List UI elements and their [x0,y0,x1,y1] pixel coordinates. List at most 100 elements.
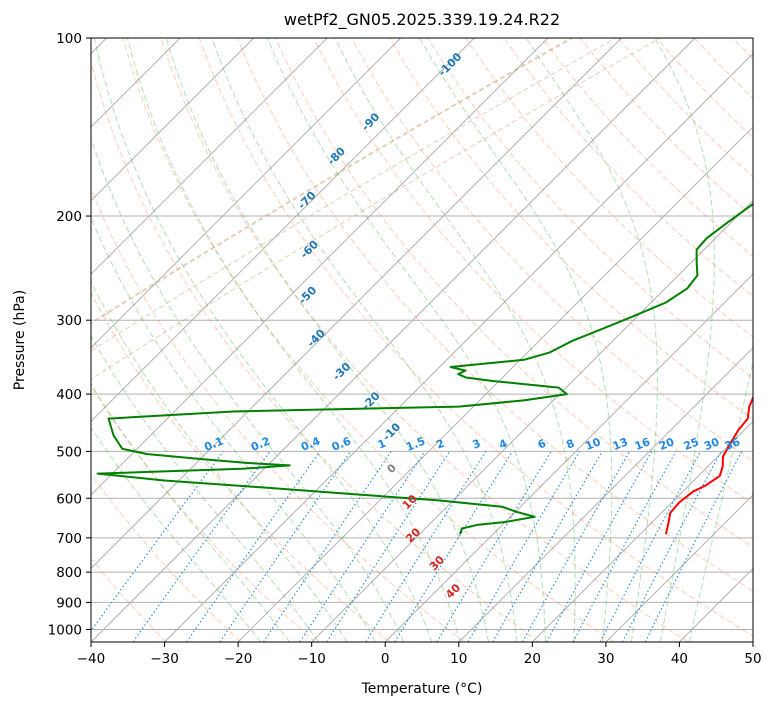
x-tick-label: 50 [744,651,761,667]
mixing-ratio-line [186,451,321,642]
mixing-ratio-line [326,451,451,642]
isotherm-gridline [237,126,753,642]
dry-adiabat [389,38,753,420]
background-curve [91,38,573,325]
mixing-ratio-line [546,451,653,642]
dry-adiabat [91,557,167,642]
moist-adiabat [211,38,518,642]
dewpoint-profile-line [96,202,753,535]
y-tick-label: 600 [56,491,82,507]
isotherm-gridline [458,347,753,642]
x-tick-label: −20 [224,651,253,667]
background-lines [91,38,753,642]
isotherm-gridline [91,38,622,570]
x-tick-label: 40 [671,651,688,667]
series-layer [96,202,753,535]
moist-adiabat [419,38,613,642]
x-tick-label: −10 [297,651,326,667]
chart-title: wetPf2_GN05.2025.339.19.24.R22 [284,10,560,30]
dry-adiabat [91,473,242,642]
dry-adiabat [351,38,753,462]
mixing-ratio-line [644,451,743,642]
isotherm-gridline [91,38,475,423]
moist-adiabat [654,38,715,642]
isotherm-gridline [384,273,753,642]
y-tick-label: 1000 [48,622,82,638]
axis-layer: −40 −30 −20 −10 0 10 20 30 40 50 100 200 300 400 500 60… [48,31,762,667]
x-tick-label: 10 [450,651,467,667]
mixing-ratio-label: 10 [584,435,603,453]
isotherm-gridline [91,38,696,642]
y-tick-label: 300 [56,313,82,329]
dry-adiabat [91,187,465,642]
y-tick-label: 900 [56,595,82,611]
x-axis-label: Temperature (°C) [361,681,483,697]
isotherm-gridline [605,494,753,642]
dry-adiabat [91,385,316,642]
mixing-ratio-line [394,451,513,642]
mixing-ratio-line [299,451,426,642]
mixing-ratio-label: 20 [657,435,676,453]
mixing-ratio-line [91,451,224,632]
moist-adiabat [91,382,291,642]
isotherm-gridline [91,38,402,349]
mixing-ratio-label: 8 [564,437,576,452]
background-curve [91,38,617,352]
y-tick-label: 200 [56,209,82,225]
moist-adiabat [688,359,753,642]
isotherm-gridline [91,38,328,275]
dry-adiabat [236,38,753,592]
dry-adiabat [91,291,391,642]
temperature-profile-line [664,395,753,535]
moist-adiabat [334,38,576,642]
dry-adiabat [274,38,753,548]
dry-adiabat [91,60,540,642]
mixing-ratio-label: 3 [471,437,483,452]
isotherm-gridline [91,38,255,202]
moist-adiabat [91,334,319,642]
dry-adiabat [122,38,614,642]
isotherm-gridline [311,199,753,642]
y-tick-label: 400 [56,387,82,403]
dry-adiabat [198,38,753,637]
isotherm-gridline [531,420,753,642]
plot-frame [90,37,754,643]
x-tick-label: 0 [381,651,390,667]
moist-adiabat [525,38,658,642]
moist-adiabat [165,38,489,642]
x-tick-label: 30 [597,651,614,667]
dry-adiabat [503,38,753,298]
dry-adiabat [160,38,689,642]
moist-adiabat [127,38,461,642]
moist-adiabat [93,38,433,642]
mixing-ratio-label: 36 [723,435,742,453]
dry-adiabat [465,38,753,338]
mixing-ratio-line [219,451,352,642]
grid-layer [91,38,753,642]
mixing-ratio-label: 2 [434,437,446,452]
mixing-ratio-line [522,451,631,642]
mixing-ratio-label: 13 [611,435,630,453]
mixing-ratio-label: 30 [702,435,721,453]
mixing-ratio-label: 1 [376,437,388,452]
x-tick-label: −30 [150,651,179,667]
mixing-ratio-line [572,451,677,642]
moist-adiabat [91,426,262,642]
isotherm-gridline [164,52,753,642]
x-tick-label: 20 [524,651,541,667]
y-tick-label: 700 [56,531,82,547]
y-tick-label: 800 [56,565,82,581]
moist-adiabat [266,38,546,642]
y-tick-label: 100 [56,31,82,47]
y-axis-label: Pressure (hPa) [12,290,28,390]
mixing-ratio-line [132,451,271,642]
isotherm-gridline [91,38,549,496]
background-curve [91,38,661,380]
mixing-ratio-label: 16 [633,435,652,453]
moist-adiabat [91,136,405,642]
dry-adiabat [313,38,753,505]
y-tick-label: 500 [56,444,82,460]
